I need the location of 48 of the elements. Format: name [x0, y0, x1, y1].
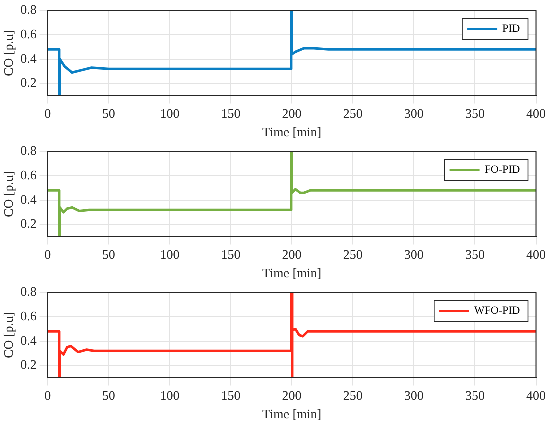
legend-label: FO-PID	[484, 164, 520, 176]
x-tick-label: 200	[282, 388, 302, 404]
y-axis-title: CO [p.u]	[1, 171, 16, 218]
x-tick-label: 0	[44, 106, 52, 122]
y-tick-label: 0.4	[20, 332, 38, 348]
y-tick-label: 0.2	[20, 357, 37, 372]
y-tick-label: 0.4	[20, 192, 38, 207]
x-axis-title: Time [min]	[262, 406, 322, 422]
y-tick-label: 0.6	[20, 308, 38, 324]
x-tick-label: 150	[221, 247, 241, 262]
x-tick-label: 400	[526, 106, 546, 122]
y-tick-label: 0.6	[20, 168, 38, 183]
y-tick-label: 0.2	[20, 75, 37, 90]
y-tick-label: 0.8	[20, 2, 37, 18]
x-tick-label: 350	[465, 388, 485, 404]
y-tick-label: 0.2	[20, 216, 37, 232]
y-tick-label: 0.8	[20, 284, 37, 300]
x-tick-label: 100	[160, 247, 180, 262]
x-tick-label: 150	[221, 388, 241, 404]
x-tick-label: 300	[404, 247, 424, 262]
legend-label: WFO-PID	[474, 305, 520, 318]
x-tick-label: 50	[102, 247, 116, 262]
x-tick-label: 100	[160, 388, 180, 404]
x-tick-label: 300	[404, 388, 424, 404]
x-tick-label: 100	[160, 106, 180, 122]
y-tick-label: 0.6	[20, 26, 38, 42]
x-tick-label: 250	[343, 388, 363, 404]
x-tick-label: 350	[465, 106, 485, 122]
x-axis-title: Time [min]	[262, 124, 322, 140]
y-tick-label: 0.8	[20, 143, 37, 158]
x-tick-label: 400	[526, 388, 546, 404]
x-tick-label: 250	[343, 247, 363, 262]
x-tick-label: 300	[404, 106, 424, 122]
x-tick-label: 200	[282, 106, 302, 122]
x-tick-label: 250	[343, 106, 363, 122]
x-tick-label: 50	[102, 106, 116, 122]
x-tick-label: 350	[465, 247, 485, 262]
x-tick-label: 50	[102, 388, 116, 404]
x-tick-label: 200	[282, 247, 302, 262]
legend-label: PID	[502, 23, 520, 36]
y-tick-label: 0.4	[20, 50, 38, 66]
x-tick-label: 0	[44, 247, 52, 262]
x-axis-title: Time [min]	[262, 266, 322, 281]
x-tick-label: 0	[44, 388, 52, 404]
y-axis-title: CO [p.u]	[1, 30, 16, 76]
x-tick-label: 150	[221, 106, 241, 122]
x-tick-label: 400	[526, 247, 546, 262]
y-axis-title: CO [p.u]	[1, 312, 16, 358]
